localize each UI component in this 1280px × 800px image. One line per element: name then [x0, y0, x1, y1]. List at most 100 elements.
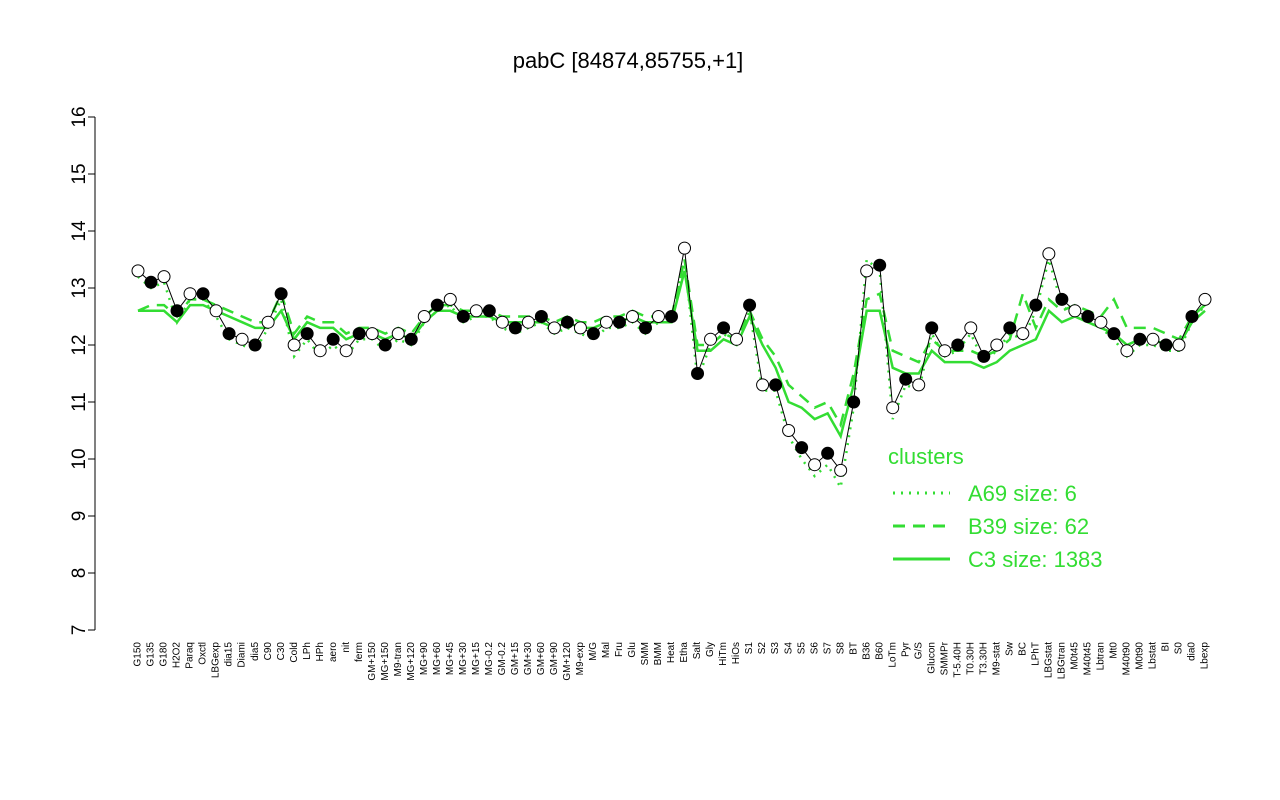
data-point — [964, 321, 978, 335]
x-tick-label: aero — [328, 642, 339, 662]
x-tick-label: Diami — [237, 642, 248, 668]
x-tick-label: H2O2 — [172, 642, 183, 669]
x-tick-label: G180 — [159, 642, 170, 667]
data-point — [873, 258, 887, 272]
data-point — [625, 310, 639, 323]
y-tick-label: 14 — [69, 220, 90, 242]
data-point — [951, 338, 965, 352]
data-point — [599, 315, 613, 329]
data-point — [495, 315, 509, 329]
legend-title: clusters — [888, 444, 964, 469]
data-point — [209, 304, 223, 318]
x-tick-label: Pyr — [900, 641, 911, 657]
x-tick-label: Paraq — [185, 642, 196, 669]
data-point — [365, 327, 379, 341]
data-point — [899, 372, 913, 386]
data-point — [795, 441, 809, 455]
x-tick-label: G135 — [146, 642, 157, 667]
y-tick-label: 11 — [69, 392, 90, 412]
data-point — [717, 321, 731, 335]
x-tick-label: M9-tran — [393, 642, 404, 676]
x-tick-label: M0t90 — [1135, 642, 1146, 670]
data-point — [144, 275, 158, 289]
data-point — [612, 315, 626, 329]
data-point — [651, 310, 665, 323]
data-point — [834, 463, 848, 477]
x-tick-label: Lbtran — [1096, 642, 1107, 670]
data-point — [977, 349, 991, 363]
data-point — [469, 304, 483, 318]
data-point — [235, 332, 249, 346]
data-point — [1016, 327, 1030, 341]
x-tick-label: T0.30H — [965, 642, 976, 675]
x-tick-label: G150 — [133, 642, 144, 667]
x-tick-label: Cold — [289, 642, 300, 663]
data-point — [665, 310, 678, 323]
x-tick-label: HiOs — [731, 642, 742, 664]
data-point — [196, 287, 210, 301]
data-point — [183, 287, 197, 301]
legend-label: A69 size: 6 — [968, 481, 1077, 506]
data-point — [521, 315, 535, 329]
y-tick-label: 12 — [69, 334, 90, 355]
x-tick-label: MG+60 — [432, 642, 443, 676]
chart-title: pabC [84874,85755,+1] — [513, 48, 744, 73]
data-point — [1107, 327, 1121, 341]
data-point — [430, 298, 444, 312]
x-tick-label: ferm — [354, 642, 365, 662]
x-tick-label: dia15 — [224, 642, 235, 667]
x-tick-label: LBGexp — [211, 642, 222, 679]
x-tick-label: dia0 — [1187, 642, 1198, 661]
x-tick-label: Glu — [627, 642, 638, 658]
x-tick-label: LPh — [302, 642, 313, 660]
x-tick-label: M/G — [588, 642, 599, 661]
x-tick-label: S7 — [822, 642, 833, 655]
x-tick-label: GM+15 — [510, 642, 521, 676]
x-tick-label: G/S — [913, 642, 924, 660]
data-point — [1029, 298, 1043, 312]
data-point — [326, 332, 340, 346]
y-tick-label: 13 — [69, 277, 90, 298]
cluster-line — [138, 270, 1206, 440]
data-point — [157, 270, 171, 284]
legend-label: C3 size: 1383 — [968, 547, 1103, 572]
data-point — [860, 264, 874, 278]
data-point — [1068, 304, 1082, 318]
x-tick-label: LoTm — [887, 642, 898, 668]
x-tick-label: SMM — [640, 642, 651, 665]
x-tick-label: S3 — [770, 642, 781, 655]
data-point — [300, 327, 314, 341]
y-tick-label: 8 — [69, 568, 90, 579]
data-point — [378, 338, 392, 352]
data-point — [573, 321, 587, 335]
x-tick-label: nit — [341, 642, 352, 653]
data-point — [1159, 338, 1173, 352]
data-point — [938, 344, 952, 358]
data-point — [547, 321, 561, 335]
data-point — [339, 344, 353, 358]
data-point — [769, 378, 783, 392]
x-tick-label: Mt0 — [1109, 642, 1120, 659]
data-point — [847, 395, 861, 409]
data-point — [1172, 338, 1186, 352]
x-tick-label: SMMPr — [939, 641, 950, 675]
data-point — [287, 338, 301, 352]
data-point — [1094, 315, 1108, 329]
x-tick-label: Gly — [705, 642, 716, 657]
data-point — [443, 292, 457, 306]
x-tick-label: B60 — [874, 642, 885, 660]
x-tick-label: GM+60 — [536, 642, 547, 676]
data-point — [170, 304, 184, 318]
data-point — [274, 287, 288, 301]
x-tick-label: C30 — [276, 642, 287, 661]
x-tick-label: MG+150 — [380, 642, 391, 681]
x-tick-label: Mal — [601, 642, 612, 658]
x-tick-label: BC — [1017, 642, 1028, 656]
x-tick-label: S5 — [796, 642, 807, 655]
data-point — [404, 332, 418, 346]
x-tick-label: HPh — [315, 642, 326, 661]
data-point — [222, 327, 236, 341]
data-point — [508, 321, 522, 335]
x-tick-label: GM+90 — [549, 642, 560, 676]
